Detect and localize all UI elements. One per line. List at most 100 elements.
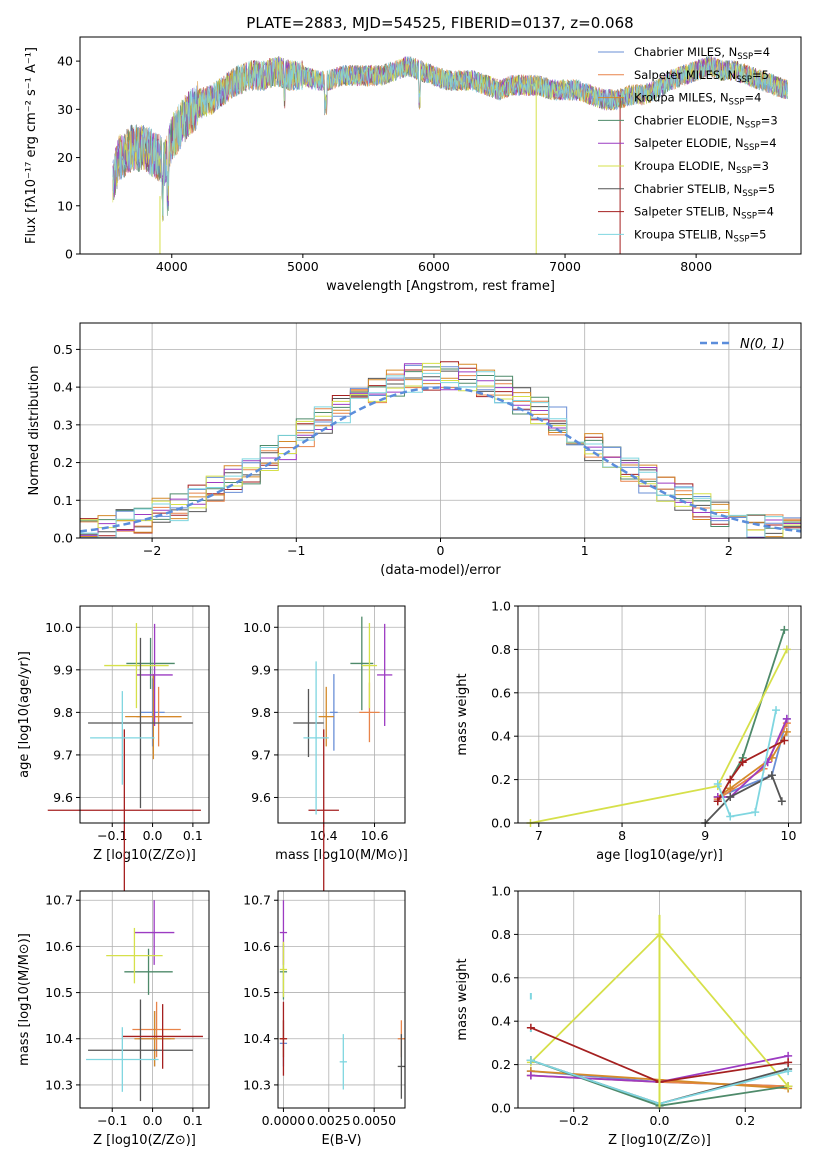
x-tick-label: 0 <box>437 543 445 558</box>
x-axis-label: wavelength [Angstrom, rest frame] <box>326 279 555 294</box>
weight-marker <box>726 812 735 821</box>
x-axis-label: age [log10(age/yr)] <box>596 848 723 863</box>
y-tick-label: 9.6 <box>53 790 73 805</box>
legend-label: Chabrier MILES, NSSP=4 <box>634 45 770 62</box>
y-tick-label: 10.6 <box>45 939 73 954</box>
x-axis-label: mass [log10(M/M⊙)] <box>275 848 408 863</box>
x-axis-label: Z [log10(Z/Z⊙)] <box>93 1133 196 1148</box>
plot-frame <box>277 605 406 824</box>
x-tick-label: 7000 <box>549 259 581 274</box>
y-tick-label: 9.8 <box>53 705 73 720</box>
y-tick-label: 9.9 <box>251 662 271 677</box>
y-tick-label: 0.0 <box>53 531 73 546</box>
y-tick-label: 9.7 <box>53 747 73 762</box>
x-tick-label: 5000 <box>287 259 319 274</box>
y-tick-label: 0.2 <box>53 455 73 470</box>
y-tick-label: 0.6 <box>491 685 511 700</box>
x-tick-label: 0.0 <box>650 1113 670 1128</box>
weight-marker <box>782 645 791 654</box>
plot-frame <box>79 36 802 255</box>
x-tick-label: 0.1 <box>183 828 203 843</box>
plot-frame <box>277 890 406 1109</box>
y-tick-label: 30 <box>57 102 73 117</box>
legend-label: Salpeter STELIB, NSSP=4 <box>634 205 774 222</box>
x-tick-label: −1 <box>287 543 305 558</box>
legend-label: Salpeter ELODIE, NSSP=4 <box>634 136 777 153</box>
x-tick-label: 10 <box>781 828 797 843</box>
y-tick-label: 10.0 <box>45 620 73 635</box>
x-tick-label: 0.0000 <box>262 1113 306 1128</box>
weight-marker <box>526 1056 535 1065</box>
y-tick-label: 10.7 <box>243 893 271 908</box>
x-tick-label: 4000 <box>156 259 188 274</box>
weight-marker <box>784 1067 793 1076</box>
y-axis-label: mass weight <box>455 673 470 755</box>
weight-series <box>704 774 783 824</box>
y-tick-label: 10.4 <box>45 1031 73 1046</box>
y-tick-label: 10.0 <box>243 620 271 635</box>
plot-frame <box>517 605 802 824</box>
weight-marker <box>772 706 781 715</box>
y-tick-label: 10 <box>57 198 73 213</box>
legend-label: Chabrier ELODIE, NSSP=3 <box>634 113 778 130</box>
x-tick-label: 0.1 <box>183 1113 203 1128</box>
weight-marker <box>780 736 789 745</box>
y-tick-label: 10.5 <box>45 985 73 1000</box>
x-tick-label: 0.0050 <box>352 1113 396 1128</box>
y-tick-label: 0.4 <box>491 1014 511 1029</box>
weight-marker <box>782 727 791 736</box>
y-tick-label: 10.6 <box>243 939 271 954</box>
y-tick-label: 9.6 <box>251 790 271 805</box>
x-axis-label: (data-model)/error <box>380 563 501 578</box>
weight-series <box>716 710 777 818</box>
weight-marker <box>713 779 722 788</box>
y-tick-label: 0 <box>65 247 73 262</box>
x-axis-label: Z [log10(Z/Z⊙)] <box>93 848 196 863</box>
legend-label: N(0, 1) <box>740 337 785 352</box>
x-tick-label: 0.2 <box>735 1113 755 1128</box>
weight-series <box>717 739 785 802</box>
weight-marker <box>726 784 735 793</box>
y-tick-label: 0.5 <box>53 342 73 357</box>
y-tick-label: 9.8 <box>251 705 271 720</box>
spectrum-line <box>112 56 788 217</box>
x-tick-label: −0.2 <box>559 1113 589 1128</box>
x-tick-label: 10.6 <box>361 828 389 843</box>
y-tick-label: 0.8 <box>491 642 511 657</box>
plot-frame <box>79 605 210 824</box>
weight-marker <box>738 758 747 767</box>
x-tick-label: 9 <box>701 828 709 843</box>
x-tick-label: 8000 <box>680 259 712 274</box>
y-axis-label: Normed distribution <box>27 366 42 496</box>
plot-frame <box>79 322 802 539</box>
weight-marker <box>784 1058 793 1067</box>
legend-label: Chabrier STELIB, NSSP=5 <box>634 182 775 199</box>
legend-label: Kroupa STELIB, NSSP=5 <box>634 227 766 244</box>
x-tick-label: 8 <box>618 828 626 843</box>
weight-marker <box>526 1071 535 1080</box>
y-tick-label: 10.3 <box>243 1077 271 1092</box>
weight-marker <box>726 775 735 784</box>
y-tick-label: 0.1 <box>53 493 73 508</box>
y-tick-label: 1.0 <box>491 884 511 899</box>
weight-marker <box>751 808 760 817</box>
weight-series <box>717 731 788 798</box>
histogram-series <box>79 371 801 539</box>
weight-marker <box>713 797 722 806</box>
histogram-series <box>79 362 801 539</box>
y-axis-label: Flux [fλ10⁻¹⁷ erg cm⁻² s⁻¹ A⁻¹] <box>24 47 39 244</box>
weight-series <box>717 718 788 798</box>
y-tick-label: 9.9 <box>53 662 73 677</box>
weight-marker <box>777 797 786 806</box>
x-tick-label: 0.0025 <box>307 1113 351 1128</box>
x-axis-label: Z [log10(Z/Z⊙)] <box>608 1133 711 1148</box>
y-tick-label: 0.4 <box>53 380 73 395</box>
y-tick-label: 40 <box>57 54 73 69</box>
x-tick-label: 2 <box>725 543 733 558</box>
y-tick-label: 0.6 <box>491 970 511 985</box>
normal-curve <box>79 386 802 533</box>
x-tick-label: 0.0 <box>143 828 163 843</box>
x-tick-label: 7 <box>535 828 543 843</box>
weight-marker <box>767 771 776 780</box>
y-tick-label: 0.2 <box>491 1057 511 1072</box>
